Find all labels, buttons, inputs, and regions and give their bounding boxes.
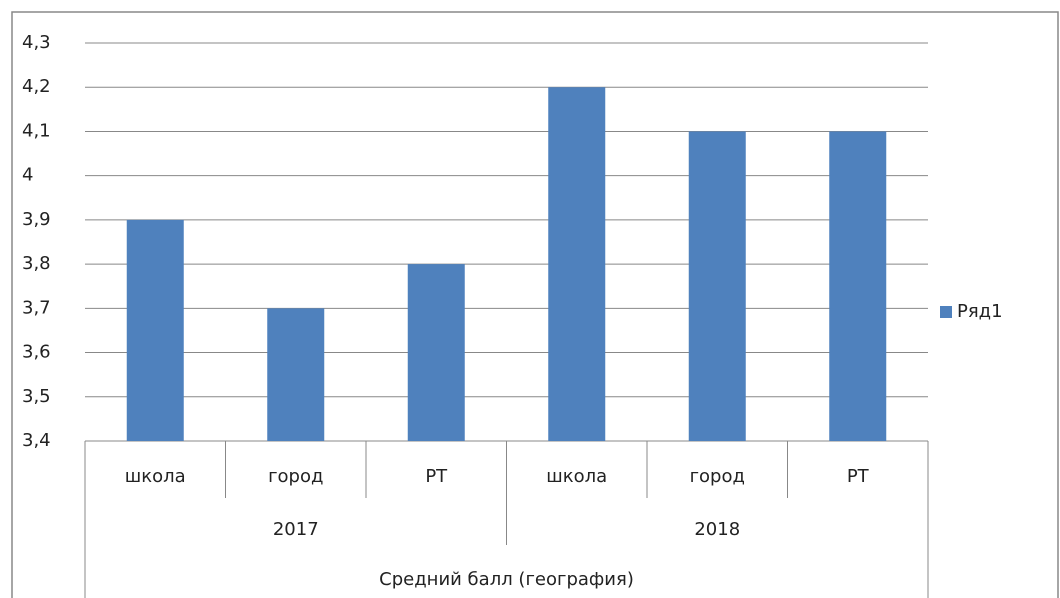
x-tick-label: город (690, 466, 745, 487)
bar (126, 219, 184, 441)
legend-swatch (940, 306, 952, 318)
x-tick-label: школа (546, 466, 607, 487)
y-tick-label: 4,3 (22, 32, 51, 53)
x-tick-label: РТ (847, 466, 870, 487)
bar (407, 264, 465, 441)
y-tick-label: 3,9 (22, 209, 51, 230)
x-tick-label: город (268, 466, 323, 487)
y-tick-label: 3,6 (22, 342, 51, 363)
x-tick-label: школа (125, 466, 186, 487)
bar (267, 308, 325, 441)
y-tick-label: 4,1 (22, 120, 51, 141)
y-tick-label: 3,4 (22, 430, 51, 451)
legend-label: Ряд1 (957, 301, 1003, 322)
group-label: 2017 (273, 519, 319, 540)
bar (829, 131, 887, 441)
y-tick-label: 3,7 (22, 297, 51, 318)
group-label: 2018 (694, 519, 740, 540)
y-tick-label: 4,2 (22, 76, 51, 97)
y-tick-label: 3,8 (22, 253, 51, 274)
x-tick-label: РТ (425, 466, 448, 487)
bar (688, 131, 746, 441)
y-tick-label: 3,5 (22, 386, 51, 407)
bar (548, 87, 606, 441)
y-tick-label: 4 (22, 165, 33, 186)
x-axis-title: Средний балл (география) (379, 569, 634, 590)
